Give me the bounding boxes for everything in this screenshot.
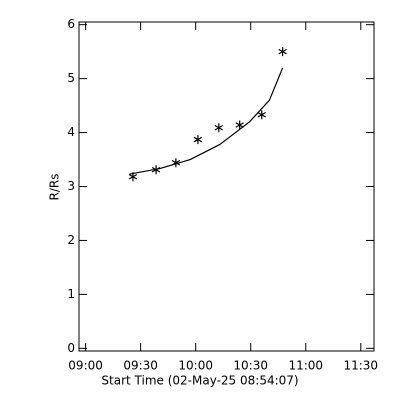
asterisk-marker (214, 123, 224, 133)
y-axis-label: R/Rs (48, 174, 62, 201)
y-tick-label: 4 (67, 125, 75, 139)
y-tick-label: 5 (67, 71, 75, 85)
x-axis-label: Start Time (02-May-25 08:54:07) (101, 374, 298, 388)
plot-frame (78, 21, 375, 352)
asterisk-marker (278, 47, 287, 57)
y-tick-label: 3 (67, 179, 75, 193)
x-tick-label: 11:30 (343, 359, 378, 373)
x-tick-label: 10:30 (233, 359, 268, 373)
x-tick-label: 09:00 (68, 359, 103, 373)
x-tick-label: 09:30 (123, 359, 158, 373)
y-tick-label: 1 (67, 287, 75, 301)
asterisk-marker (193, 135, 203, 145)
y-tick-label: 2 (67, 233, 75, 247)
fit-line (129, 67, 284, 175)
x-tick-label: 11:00 (288, 359, 323, 373)
asterisk-marker (235, 120, 244, 130)
x-tick-label: 10:00 (178, 359, 213, 373)
asterisk-marker (257, 110, 266, 120)
y-tick-label: 0 (67, 341, 75, 355)
y-tick-label: 6 (67, 17, 75, 31)
